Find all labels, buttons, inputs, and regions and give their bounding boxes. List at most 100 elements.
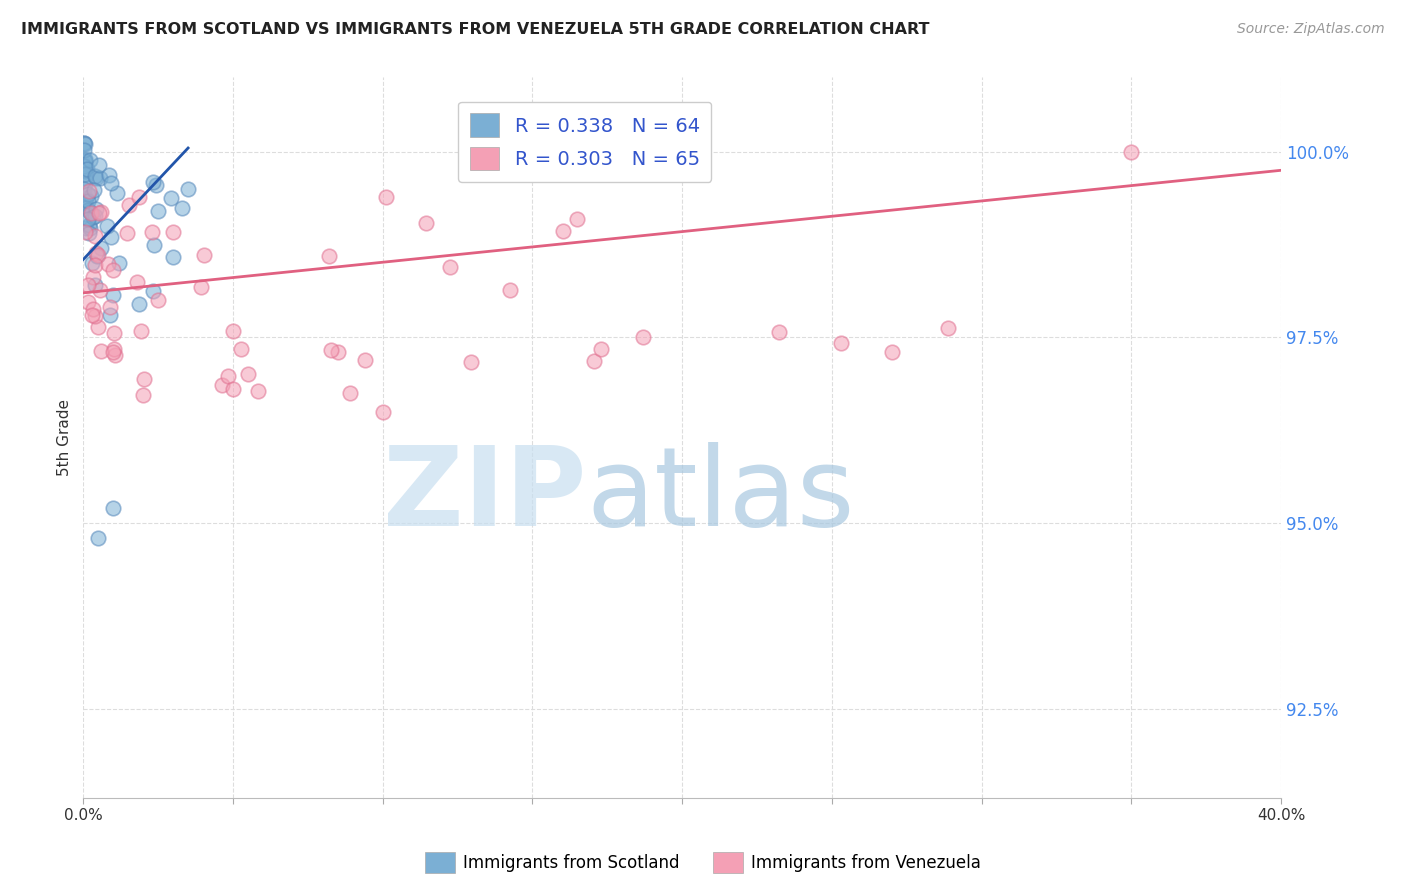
Point bbox=[83, 169, 105, 183]
Point bbox=[172, 201, 194, 215]
Point bbox=[82, 302, 104, 317]
Point bbox=[103, 345, 125, 359]
Point bbox=[499, 283, 522, 297]
Point bbox=[103, 501, 125, 516]
Point bbox=[86, 249, 108, 263]
Point bbox=[162, 225, 184, 239]
Point bbox=[73, 167, 96, 181]
Point bbox=[222, 383, 245, 397]
Point bbox=[75, 191, 97, 205]
Point bbox=[589, 342, 612, 356]
Point bbox=[73, 136, 96, 150]
Point bbox=[75, 163, 97, 178]
Point bbox=[583, 353, 606, 368]
Point bbox=[100, 229, 122, 244]
Point bbox=[83, 183, 105, 197]
Point bbox=[142, 238, 165, 252]
Point bbox=[75, 136, 97, 151]
Point bbox=[415, 216, 437, 230]
Point bbox=[84, 229, 107, 244]
Point bbox=[236, 368, 259, 382]
Point bbox=[246, 384, 269, 399]
Point bbox=[100, 176, 122, 190]
Point bbox=[82, 308, 104, 322]
Point bbox=[104, 348, 127, 362]
Point bbox=[460, 355, 482, 369]
Point bbox=[101, 263, 124, 277]
Point bbox=[77, 218, 100, 232]
Point bbox=[318, 250, 340, 264]
Point bbox=[73, 152, 96, 166]
Point bbox=[132, 388, 155, 402]
Point bbox=[73, 153, 96, 168]
Point bbox=[128, 297, 150, 311]
Text: ZIP: ZIP bbox=[382, 442, 586, 549]
Point bbox=[73, 163, 96, 178]
Point bbox=[118, 198, 141, 212]
Text: IMMIGRANTS FROM SCOTLAND VS IMMIGRANTS FROM VENEZUELA 5TH GRADE CORRELATION CHAR: IMMIGRANTS FROM SCOTLAND VS IMMIGRANTS F… bbox=[21, 22, 929, 37]
Point bbox=[936, 321, 959, 335]
Point bbox=[375, 190, 398, 204]
Point bbox=[1121, 145, 1143, 159]
Point bbox=[565, 211, 588, 226]
Point bbox=[90, 241, 112, 255]
Point bbox=[77, 227, 100, 241]
Point bbox=[79, 153, 101, 167]
Point bbox=[77, 204, 100, 219]
Point bbox=[221, 324, 243, 338]
Point bbox=[87, 319, 110, 334]
Point bbox=[77, 194, 100, 208]
Point bbox=[73, 159, 96, 173]
Legend: R = 0.338   N = 64, R = 0.303   N = 65: R = 0.338 N = 64, R = 0.303 N = 65 bbox=[458, 102, 711, 182]
Point bbox=[98, 300, 121, 314]
Point bbox=[211, 378, 233, 392]
Point bbox=[768, 325, 790, 339]
Point bbox=[103, 288, 125, 302]
Point bbox=[79, 205, 101, 219]
Point bbox=[79, 189, 101, 203]
Point bbox=[76, 162, 98, 177]
Point bbox=[145, 178, 167, 192]
Point bbox=[229, 342, 252, 356]
Point bbox=[84, 309, 107, 323]
Point bbox=[880, 345, 903, 359]
Point bbox=[90, 343, 112, 358]
Point bbox=[87, 248, 110, 262]
Point bbox=[84, 202, 107, 216]
Point bbox=[79, 220, 101, 235]
Point bbox=[90, 205, 112, 219]
Point bbox=[96, 219, 118, 233]
Point bbox=[75, 221, 97, 235]
Point bbox=[77, 184, 100, 198]
Point bbox=[193, 248, 215, 262]
Point bbox=[162, 250, 184, 264]
Point bbox=[105, 186, 128, 201]
Point bbox=[142, 175, 165, 189]
Point bbox=[83, 209, 105, 223]
Point bbox=[103, 343, 125, 357]
Point bbox=[82, 270, 104, 285]
Point bbox=[142, 284, 165, 298]
Point bbox=[371, 405, 394, 419]
Point bbox=[89, 171, 111, 186]
Point bbox=[87, 531, 110, 545]
Point bbox=[77, 202, 100, 217]
Point bbox=[146, 293, 169, 308]
Point bbox=[551, 224, 574, 238]
Point bbox=[129, 324, 152, 338]
Text: Source: ZipAtlas.com: Source: ZipAtlas.com bbox=[1237, 22, 1385, 37]
Point bbox=[73, 170, 96, 185]
Point bbox=[97, 257, 120, 271]
Point bbox=[141, 225, 163, 239]
Point bbox=[115, 227, 138, 241]
Point bbox=[77, 186, 100, 201]
Point bbox=[339, 386, 361, 401]
Point bbox=[89, 284, 111, 298]
Point bbox=[84, 246, 107, 260]
Y-axis label: 5th Grade: 5th Grade bbox=[58, 400, 72, 476]
Point bbox=[75, 196, 97, 211]
Point bbox=[830, 335, 852, 350]
Point bbox=[128, 189, 150, 203]
Point bbox=[73, 143, 96, 157]
Point bbox=[76, 211, 98, 226]
